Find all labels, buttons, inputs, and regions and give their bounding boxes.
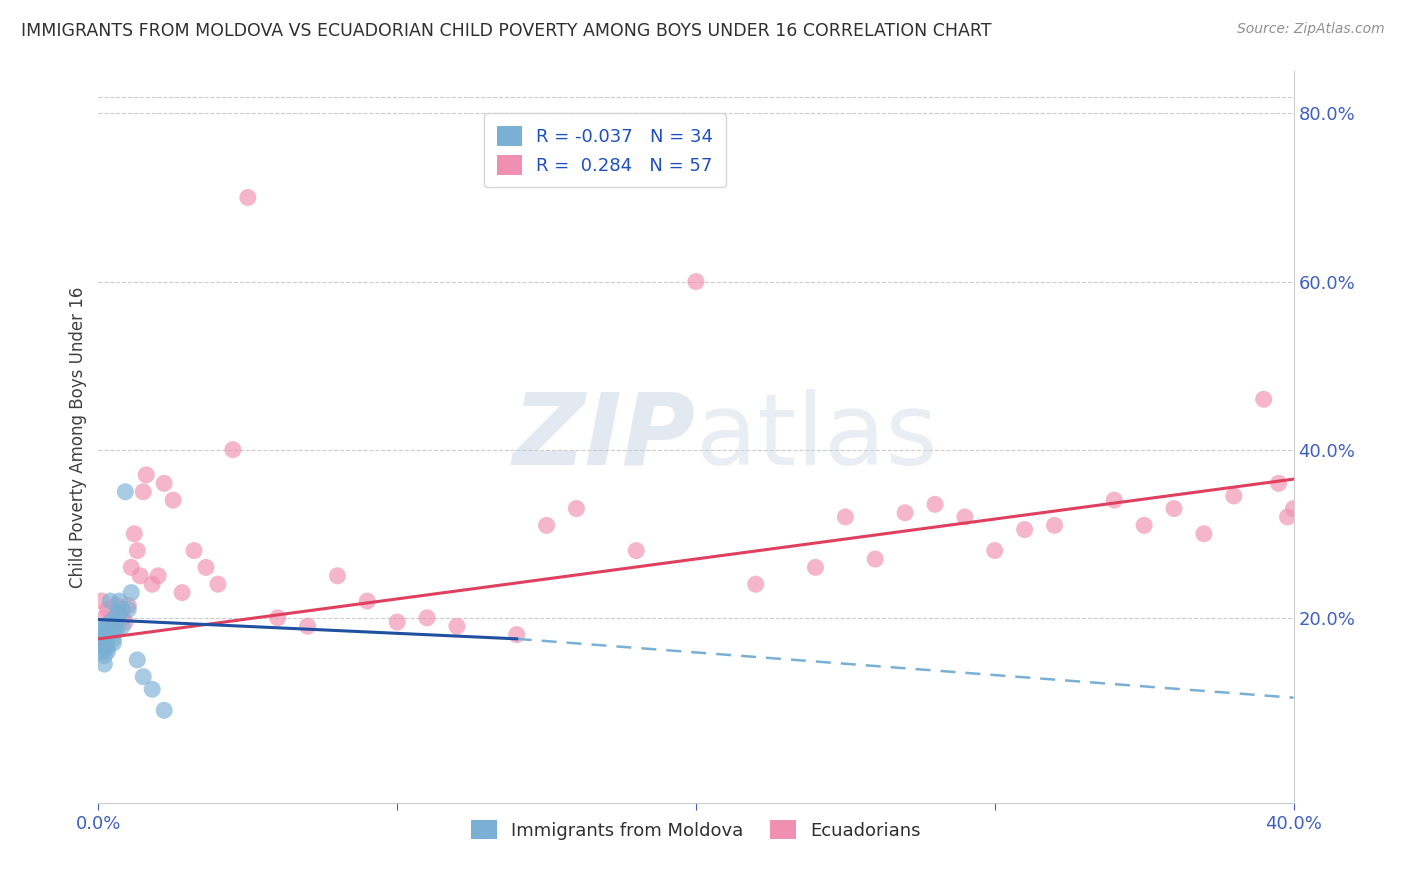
- Point: [96, 640, 118, 655]
- Point: [865, 552, 887, 566]
- Point: [195, 560, 218, 574]
- Point: [1277, 510, 1299, 524]
- Point: [685, 275, 707, 289]
- Point: [924, 497, 946, 511]
- Point: [446, 619, 468, 633]
- Point: [153, 703, 176, 717]
- Point: [127, 653, 149, 667]
- Point: [96, 619, 118, 633]
- Point: [98, 619, 122, 633]
- Point: [90, 594, 112, 608]
- Point: [1223, 489, 1246, 503]
- Point: [93, 627, 115, 641]
- Point: [297, 619, 319, 633]
- Text: Source: ZipAtlas.com: Source: ZipAtlas.com: [1237, 22, 1385, 37]
- Point: [1133, 518, 1156, 533]
- Point: [135, 467, 157, 482]
- Point: [183, 543, 205, 558]
- Point: [103, 636, 125, 650]
- Point: [506, 627, 529, 641]
- Point: [105, 615, 128, 629]
- Point: [124, 526, 146, 541]
- Point: [1014, 523, 1036, 537]
- Point: [132, 484, 155, 499]
- Point: [416, 611, 439, 625]
- Point: [236, 190, 259, 204]
- Point: [1267, 476, 1289, 491]
- Point: [356, 594, 378, 608]
- Point: [114, 484, 136, 499]
- Point: [1253, 392, 1275, 407]
- Point: [132, 670, 155, 684]
- Point: [96, 627, 118, 641]
- Point: [98, 615, 122, 629]
- Point: [1282, 501, 1305, 516]
- Point: [108, 607, 131, 621]
- Legend: Immigrants from Moldova, Ecuadorians: Immigrants from Moldova, Ecuadorians: [463, 811, 929, 848]
- Point: [129, 569, 152, 583]
- Point: [385, 615, 409, 629]
- Text: ZIP: ZIP: [513, 389, 696, 485]
- Point: [111, 602, 134, 616]
- Point: [127, 543, 149, 558]
- Point: [90, 644, 112, 658]
- Point: [105, 624, 128, 638]
- Point: [894, 506, 917, 520]
- Point: [111, 611, 134, 625]
- Text: atlas: atlas: [696, 389, 938, 485]
- Text: IMMIGRANTS FROM MOLDOVA VS ECUADORIAN CHILD POVERTY AMONG BOYS UNDER 16 CORRELAT: IMMIGRANTS FROM MOLDOVA VS ECUADORIAN CH…: [21, 22, 991, 40]
- Point: [565, 501, 588, 516]
- Point: [93, 657, 115, 671]
- Point: [103, 632, 125, 646]
- Point: [103, 624, 125, 638]
- Point: [162, 493, 184, 508]
- Point: [953, 510, 976, 524]
- Point: [108, 607, 131, 621]
- Point: [93, 648, 115, 663]
- Point: [222, 442, 245, 457]
- Y-axis label: Child Poverty Among Boys Under 16: Child Poverty Among Boys Under 16: [69, 286, 87, 588]
- Point: [93, 611, 115, 625]
- Point: [103, 624, 125, 638]
- Point: [105, 607, 128, 621]
- Point: [745, 577, 768, 591]
- Point: [141, 577, 163, 591]
- Point: [93, 619, 115, 633]
- Point: [153, 476, 176, 491]
- Point: [207, 577, 229, 591]
- Point: [984, 543, 1007, 558]
- Point: [108, 594, 131, 608]
- Point: [834, 510, 856, 524]
- Point: [90, 636, 112, 650]
- Point: [96, 602, 118, 616]
- Point: [172, 585, 194, 599]
- Point: [93, 640, 115, 655]
- Point: [114, 615, 136, 629]
- Point: [326, 569, 349, 583]
- Point: [117, 602, 139, 616]
- Point: [98, 615, 122, 629]
- Point: [120, 585, 142, 599]
- Point: [1043, 518, 1066, 533]
- Point: [148, 569, 170, 583]
- Point: [117, 599, 139, 613]
- Point: [98, 594, 122, 608]
- Point: [267, 611, 290, 625]
- Point: [1192, 526, 1215, 541]
- Point: [1163, 501, 1185, 516]
- Point: [536, 518, 558, 533]
- Point: [120, 560, 142, 574]
- Point: [96, 632, 118, 646]
- Point: [111, 619, 134, 633]
- Point: [105, 599, 128, 613]
- Point: [626, 543, 648, 558]
- Point: [804, 560, 827, 574]
- Point: [90, 632, 112, 646]
- Point: [90, 624, 112, 638]
- Point: [1104, 493, 1126, 508]
- Point: [141, 682, 163, 697]
- Point: [96, 644, 118, 658]
